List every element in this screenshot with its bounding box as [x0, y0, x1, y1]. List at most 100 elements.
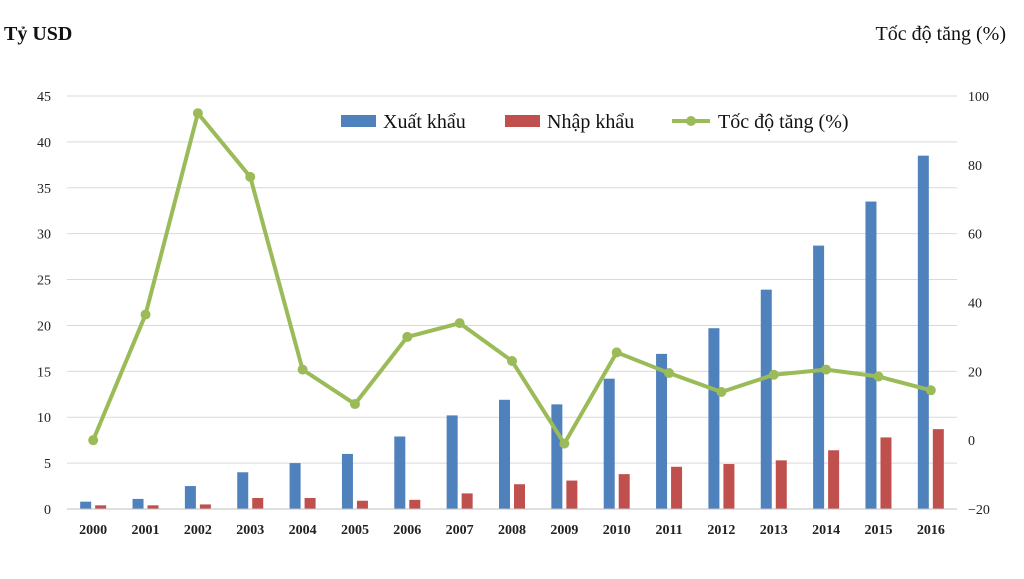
legend-swatch-import	[505, 115, 540, 127]
bar-import	[252, 497, 264, 509]
left-tick-label: 15	[37, 365, 51, 380]
right-tick-label: 60	[968, 228, 982, 243]
bar-import	[95, 505, 107, 509]
x-axis: 2000 2001 2002 2003 2004 2005 2006 2007 2008 2009…	[79, 523, 945, 538]
right-tick-label: 20	[968, 365, 982, 380]
x-tick-label: 2016	[917, 523, 945, 538]
growth-point	[559, 438, 570, 449]
right-tick-label: 80	[968, 159, 982, 174]
left-tick-label: 30	[37, 228, 51, 243]
right-tick-label: 0	[968, 434, 975, 449]
x-tick-label: 2008	[498, 523, 526, 538]
legend-swatch-export	[341, 115, 376, 127]
bar-export	[184, 486, 196, 509]
bar-import	[514, 484, 525, 509]
growth-point	[873, 371, 884, 382]
left-tick-label: 25	[37, 274, 51, 289]
bar-import	[723, 464, 735, 509]
growth-point	[140, 309, 151, 320]
bar-import	[461, 493, 473, 509]
bar-import	[618, 474, 630, 509]
x-tick-label: 2000	[79, 523, 107, 538]
x-tick-label: 2002	[184, 523, 212, 538]
legend-label-export: Xuất khẩu	[383, 111, 466, 133]
left-tick-label: 20	[37, 319, 51, 334]
bar-export	[551, 404, 563, 509]
bar-export	[80, 501, 92, 509]
x-tick-label: 2006	[393, 523, 421, 538]
left-tick-label: 5	[44, 457, 51, 472]
bar-export	[656, 353, 668, 509]
growth-point	[716, 386, 727, 397]
right-tick-label: 100	[968, 90, 989, 105]
bar-import	[147, 505, 159, 509]
x-tick-label: 2015	[864, 523, 892, 538]
x-tick-label: 2013	[760, 523, 788, 538]
growth-point	[925, 385, 936, 396]
growth-line-path	[91, 111, 932, 446]
growth-point	[349, 399, 360, 410]
gridlines	[67, 95, 957, 464]
bar-export	[394, 436, 406, 509]
right-tick-label: 40	[968, 297, 982, 312]
growth-point	[611, 347, 622, 358]
growth-point	[821, 364, 832, 375]
legend-label-import: Nhập khẩu	[547, 111, 634, 133]
bar-export	[603, 378, 615, 509]
growth-point	[768, 369, 779, 380]
growth-point	[454, 318, 465, 329]
growth-point	[507, 356, 517, 367]
legend-marker-growth	[686, 116, 696, 126]
bar-export	[446, 415, 458, 509]
legend: Xuất khẩu Nhập khẩu Tốc độ tăng (%)	[341, 111, 849, 133]
growth-point	[245, 171, 256, 182]
bar-import	[356, 500, 368, 509]
bar-export	[237, 472, 249, 509]
x-tick-label: 2001	[132, 523, 160, 538]
left-unit-label: Tỷ USD	[4, 23, 72, 45]
bar-import	[880, 437, 892, 509]
bar-import	[828, 450, 840, 509]
growth-point	[664, 368, 675, 379]
right-axis: −20 0 20 40 60 80 100	[968, 90, 990, 518]
x-tick-label: 2011	[655, 523, 682, 538]
legend-label-growth: Tốc độ tăng (%)	[718, 111, 849, 133]
bar-import	[932, 429, 944, 509]
x-tick-label: 2009	[550, 523, 578, 538]
bar-export	[917, 155, 929, 509]
bar-import	[671, 466, 683, 509]
bar-import	[409, 499, 421, 509]
left-axis: 0 5 10 15 20 25 30 35 40 45	[37, 90, 51, 518]
bar-export	[708, 328, 720, 509]
bar-export	[289, 463, 301, 509]
bar-export	[865, 201, 877, 510]
left-tick-label: 35	[37, 182, 51, 197]
growth-line	[88, 108, 936, 449]
growth-point	[192, 108, 203, 119]
bar-import	[566, 480, 578, 509]
x-tick-label: 2005	[341, 523, 369, 538]
growth-point	[402, 331, 413, 342]
growth-point	[88, 435, 99, 446]
bar-export	[341, 453, 353, 509]
left-tick-label: 40	[37, 136, 51, 151]
bar-import	[304, 497, 316, 509]
left-tick-label: 45	[37, 90, 51, 105]
right-tick-label: −20	[968, 503, 990, 518]
x-tick-label: 2003	[236, 523, 264, 538]
x-tick-label: 2010	[603, 523, 631, 538]
growth-point	[297, 364, 308, 375]
x-tick-label: 2012	[707, 523, 735, 538]
bar-export	[813, 245, 825, 509]
left-tick-label: 10	[37, 411, 51, 426]
bar-export	[760, 289, 772, 509]
bar-import	[775, 460, 787, 509]
bar-export	[499, 399, 510, 509]
bars	[80, 155, 944, 510]
x-tick-label: 2014	[812, 523, 840, 538]
right-unit-label: Tốc độ tăng (%)	[875, 23, 1006, 45]
left-tick-label: 0	[44, 503, 51, 518]
x-tick-label: 2007	[446, 523, 474, 538]
bar-export	[132, 498, 144, 509]
